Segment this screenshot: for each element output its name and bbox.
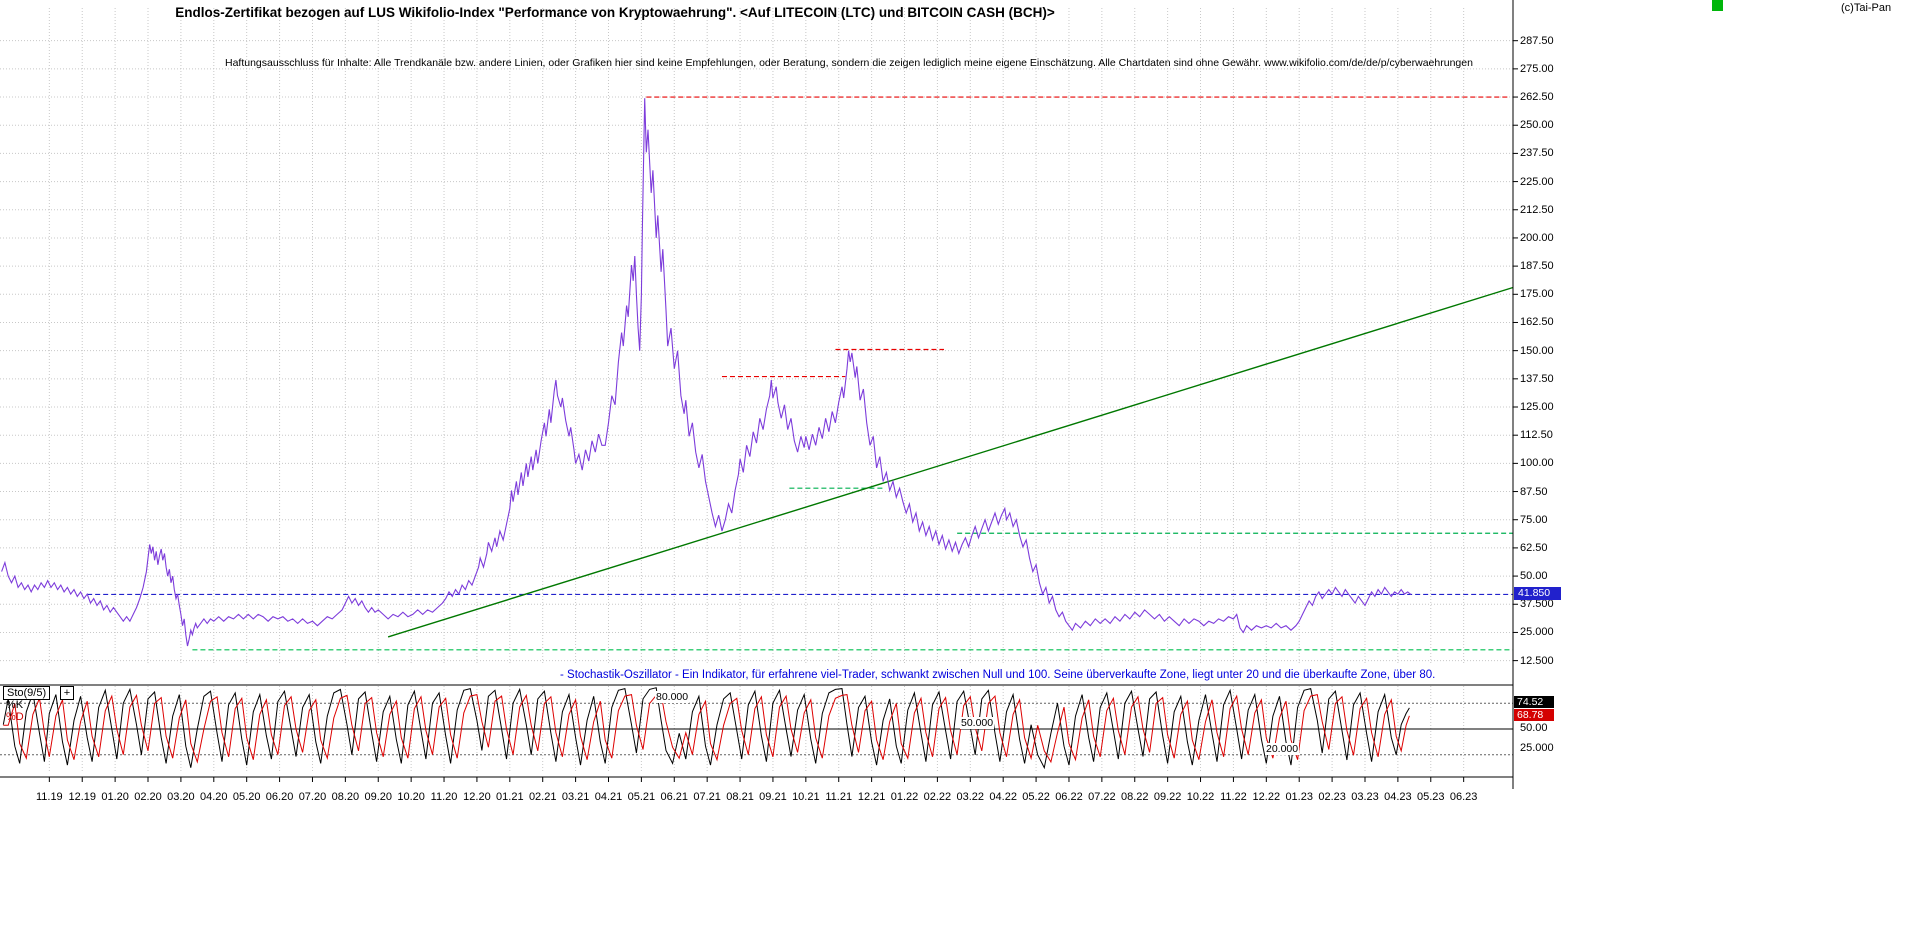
copyright-label: (c)Tai-Pan — [1841, 2, 1892, 14]
x-axis-tick-label: 09.22 — [1153, 791, 1182, 803]
y-axis-tick-label: 262.50 — [1520, 91, 1554, 104]
stoch-d-value-badge: 68.78 — [1514, 709, 1554, 721]
x-axis-tick-label: 03.23 — [1351, 791, 1379, 803]
disclaimer-text: Haftungsausschluss für Inhalte: Alle Tre… — [225, 57, 1473, 69]
x-axis-tick-label: 01.20 — [101, 791, 129, 803]
x-axis-tick-label: 04.22 — [989, 791, 1017, 803]
y-axis-tick-label: 50.00 — [1520, 570, 1548, 583]
stoch-scale-25-label: 25.000 — [1520, 742, 1554, 754]
x-axis-tick-label: 06.23 — [1449, 791, 1478, 803]
x-axis-tick-label: 10.21 — [792, 791, 820, 803]
y-axis-tick-label: 137.50 — [1520, 372, 1554, 385]
y-axis-tick-label: 250.00 — [1520, 119, 1554, 132]
stoch-level-label: 80.000 — [655, 691, 690, 704]
y-axis-tick-label: 212.50 — [1520, 203, 1554, 216]
x-axis-tick-label: 04.23 — [1384, 791, 1412, 803]
x-axis-tick-label: 11.22 — [1220, 791, 1247, 803]
stoch-d-label: %D — [6, 711, 24, 723]
trend-line — [387, 286, 1514, 638]
x-axis-tick-label: 06.21 — [660, 791, 689, 803]
x-axis-tick-label: 01.23 — [1285, 791, 1313, 803]
y-axis-tick-label: 112.50 — [1520, 429, 1553, 442]
stoch-d-line — [3, 693, 1410, 764]
y-axis-tick-label: 87.50 — [1520, 485, 1548, 498]
y-axis-tick-label: 287.50 — [1520, 34, 1554, 47]
indicator-add-button[interactable]: + — [60, 686, 74, 700]
x-axis-tick-label: 12.19 — [68, 791, 96, 803]
x-axis-tick-label: 03.21 — [561, 791, 590, 803]
stoch-k-value-badge: 74.52 — [1514, 696, 1554, 708]
x-axis-tick-label: 12.22 — [1252, 791, 1281, 803]
x-axis-tick-label: 11.21 — [825, 791, 853, 803]
x-axis-tick-label: 03.22 — [956, 791, 985, 803]
x-axis-tick-label: 04.21 — [594, 791, 623, 803]
stoch-level-label: 50.000 — [960, 717, 995, 729]
indicator-settings-button[interactable]: Sto(9/5) — [3, 686, 51, 700]
y-axis-tick-label: 175.00 — [1520, 288, 1554, 301]
x-axis-tick-label: 08.22 — [1120, 791, 1149, 803]
x-axis-tick-label: 06.20 — [265, 791, 294, 803]
x-axis-tick-label: 07.20 — [298, 791, 327, 803]
y-axis-tick-label: 187.50 — [1520, 260, 1554, 273]
x-axis-tick-label: 02.23 — [1318, 791, 1346, 803]
y-axis-tick-label: 225.00 — [1520, 175, 1554, 188]
stoch-k-label: %K — [6, 699, 24, 711]
y-axis-tick-label: 75.00 — [1520, 513, 1548, 526]
x-axis-tick-label: 05.23 — [1417, 791, 1445, 803]
y-axis-tick-label: 125.00 — [1520, 401, 1554, 413]
x-axis-tick-label: 01.21 — [496, 791, 524, 803]
x-axis-tick-label: 11.20 — [430, 791, 458, 803]
stoch-scale-50-label: 50.00 — [1520, 722, 1548, 734]
x-axis-tick-label: 07.22 — [1088, 791, 1116, 803]
indicator-description: - Stochastik-Oszillator - Ein Indikator,… — [560, 669, 1436, 681]
x-axis-tick-label: 02.22 — [923, 791, 952, 803]
x-axis-tick-label: 05.21 — [627, 791, 656, 803]
x-axis-tick-label: 05.22 — [1022, 791, 1050, 803]
x-axis-tick-label: 07.21 — [693, 791, 721, 803]
x-axis-tick-label: 12.21 — [857, 791, 886, 803]
y-axis-tick-label: 100.00 — [1520, 457, 1554, 470]
x-axis-tick-label: 02.20 — [134, 791, 162, 803]
y-axis-tick-label: 275.00 — [1520, 62, 1554, 75]
stoch-k-line — [2, 687, 1410, 770]
y-axis-tick-label: 37.500 — [1520, 598, 1554, 611]
stoch-level-label: 20.000 — [1265, 742, 1300, 755]
y-axis-tick-label: 62.50 — [1520, 541, 1548, 554]
x-axis-tick-label: 01.22 — [890, 791, 919, 803]
y-axis-tick-label: 162.50 — [1520, 316, 1554, 329]
x-axis-tick-label: 10.22 — [1186, 791, 1215, 803]
x-axis-tick-label: 05.20 — [232, 791, 261, 803]
y-axis-tick-label: 200.00 — [1520, 231, 1554, 244]
y-axis-tick-label: 25.000 — [1520, 626, 1554, 639]
price-line — [1, 98, 1412, 647]
x-axis-tick-label: 02.21 — [528, 791, 557, 803]
y-axis-tick-label: 150.00 — [1520, 344, 1554, 357]
y-axis-tick-label: 12.500 — [1520, 654, 1554, 667]
y-axis-tick-label: 237.50 — [1520, 147, 1554, 160]
current-price-badge: 41.850 — [1514, 587, 1561, 601]
x-axis-tick-label: 08.21 — [726, 791, 754, 803]
x-axis-tick-label: 06.22 — [1055, 791, 1083, 803]
x-axis-tick-label: 09.20 — [364, 791, 393, 803]
x-axis-tick-label: 08.20 — [331, 791, 360, 803]
chart-title: Endlos-Zertifikat bezogen auf LUS Wikifo… — [175, 5, 1055, 20]
x-axis-tick-label: 03.20 — [167, 791, 195, 803]
x-axis-tick-label: 12.20 — [463, 791, 491, 803]
legend-marker-icon — [1712, 0, 1723, 11]
x-axis-tick-label: 09.21 — [759, 791, 787, 803]
x-axis-tick-label: 11.19 — [35, 791, 63, 803]
x-axis-tick-label: 10.20 — [397, 791, 425, 803]
x-axis-tick-label: 04.20 — [200, 791, 228, 803]
